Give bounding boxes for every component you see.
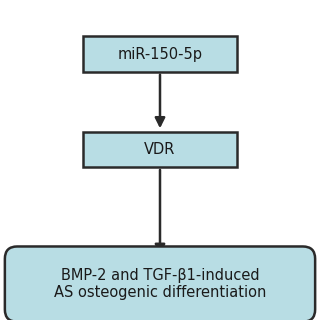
Text: BMP-2 and TGF-β1-induced
AS osteogenic differentiation: BMP-2 and TGF-β1-induced AS osteogenic d… <box>54 268 266 300</box>
FancyBboxPatch shape <box>83 132 237 167</box>
Text: VDR: VDR <box>144 142 176 157</box>
FancyBboxPatch shape <box>5 246 315 320</box>
Text: miR-150-5p: miR-150-5p <box>117 46 203 61</box>
FancyBboxPatch shape <box>83 36 237 72</box>
